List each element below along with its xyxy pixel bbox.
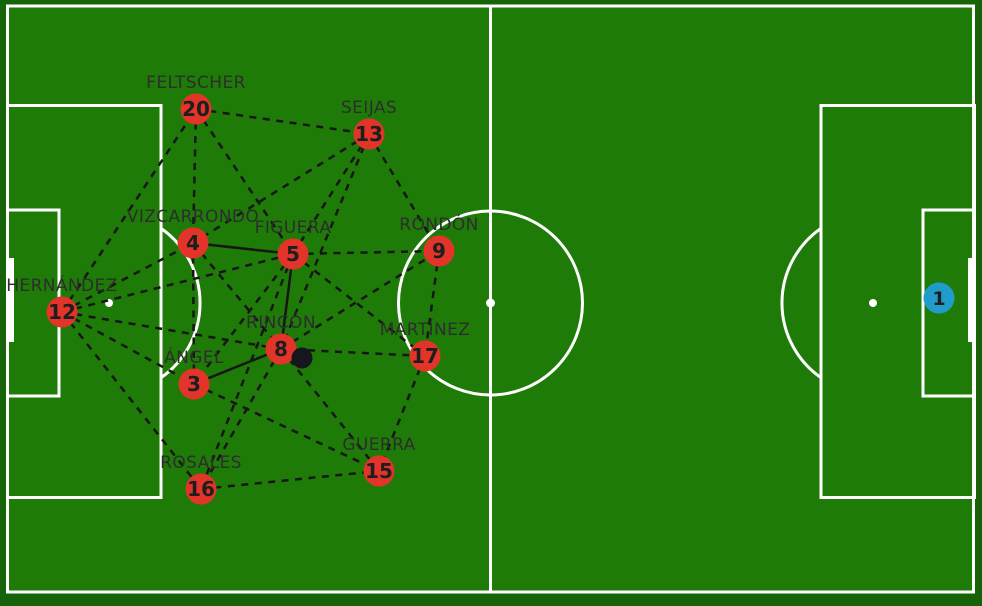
player-label-12: HERNÁNDEZ [6, 274, 117, 296]
player-12[interactable]: 12 [46, 296, 78, 328]
player-3[interactable]: 3 [178, 368, 210, 400]
player-9[interactable]: 9 [423, 235, 455, 267]
right-goal-area [921, 208, 976, 398]
connection-5-8 [279, 253, 295, 350]
connection-4-8 [192, 242, 282, 350]
center-circle [397, 209, 584, 397]
connection-12-8 [61, 310, 282, 351]
player-1[interactable]: 1 [923, 282, 955, 314]
player-marker-9[interactable] [423, 235, 455, 267]
player-number-17: 17 [411, 344, 439, 368]
connection-12-3 [61, 310, 195, 386]
connection-12-4 [61, 241, 194, 314]
connection-12-20 [60, 108, 198, 313]
connection-20-5 [194, 108, 295, 255]
player-number-9: 9 [432, 239, 446, 263]
connection-5-9 [292, 249, 440, 256]
player-17[interactable]: 17 [409, 340, 441, 372]
connection-4-3 [191, 242, 196, 385]
player-15[interactable]: 15 [363, 455, 395, 487]
connection-20-4 [191, 108, 198, 244]
left-goal [9, 258, 14, 342]
player-marker-16[interactable] [185, 473, 217, 505]
connections [60, 107, 441, 491]
player-marker-12[interactable] [46, 296, 78, 328]
player-16[interactable]: 16 [185, 473, 217, 505]
player-number-1: 1 [932, 288, 945, 310]
player-label-13: SEIJAS [341, 98, 397, 118]
player-number-16: 16 [187, 477, 215, 501]
player-number-8: 8 [274, 337, 288, 361]
player-number-13: 13 [355, 122, 383, 146]
player-number-15: 15 [365, 459, 393, 483]
player-marker-4[interactable] [177, 227, 209, 259]
player-marker-8[interactable] [265, 333, 297, 365]
player-label-15: GUERRA [342, 435, 415, 455]
connection-5-16 [199, 253, 295, 490]
player-number-5: 5 [286, 242, 300, 266]
connection-13-5 [291, 133, 371, 255]
connection-13-8 [279, 133, 371, 350]
player-number-20: 20 [182, 97, 210, 121]
player-marker-5[interactable] [277, 238, 309, 270]
player-13[interactable]: 13 [353, 118, 385, 150]
player-8[interactable]: 8 [265, 333, 297, 365]
connection-3-8 [193, 347, 282, 386]
player-label-17: MARTÍNEZ [380, 318, 471, 340]
player-label-9: RONDÓN [399, 213, 479, 235]
player-label-4: VIZCARRONDO [127, 207, 259, 227]
player-number-12: 12 [48, 300, 76, 324]
player-marker-15[interactable] [363, 455, 395, 487]
player-label-20: FELTSCHER [146, 73, 246, 93]
player-marker-20[interactable] [180, 93, 212, 125]
center-spot [486, 298, 495, 308]
connection-4-5 [192, 241, 294, 256]
connection-12-16 [61, 311, 202, 490]
connection-8-17 [280, 347, 426, 358]
player-20[interactable]: 20 [180, 93, 212, 125]
player-4[interactable]: 4 [177, 227, 209, 259]
player-label-5: FIGUERA [255, 218, 332, 238]
right-goal [968, 258, 973, 342]
player-number-3: 3 [187, 372, 201, 396]
ball[interactable] [291, 347, 313, 369]
player-label-8: RINCÓN [246, 311, 316, 333]
connection-16-15 [200, 469, 380, 491]
players: 20 13 4 5 9 12 8 17 3 15 16 1 [46, 93, 955, 505]
player-marker-13[interactable] [353, 118, 385, 150]
connection-5-17 [292, 253, 426, 357]
connection-8-9 [280, 249, 440, 351]
connection-13-9 [367, 133, 441, 252]
player-label-3: ÁNGEL [164, 346, 224, 368]
player-marker-3[interactable] [178, 368, 210, 400]
connection-5-3 [193, 253, 294, 385]
right-penalty-spot [869, 299, 877, 307]
connection-20-13 [195, 107, 370, 136]
player-label-16: ROSALES [160, 453, 242, 473]
player-5[interactable]: 5 [277, 238, 309, 270]
player-marker-17[interactable] [409, 340, 441, 372]
right-penalty-arc [780, 227, 822, 379]
player-number-4: 4 [186, 231, 200, 255]
connection-9-17 [423, 250, 441, 357]
player-marker-1[interactable] [923, 282, 955, 314]
